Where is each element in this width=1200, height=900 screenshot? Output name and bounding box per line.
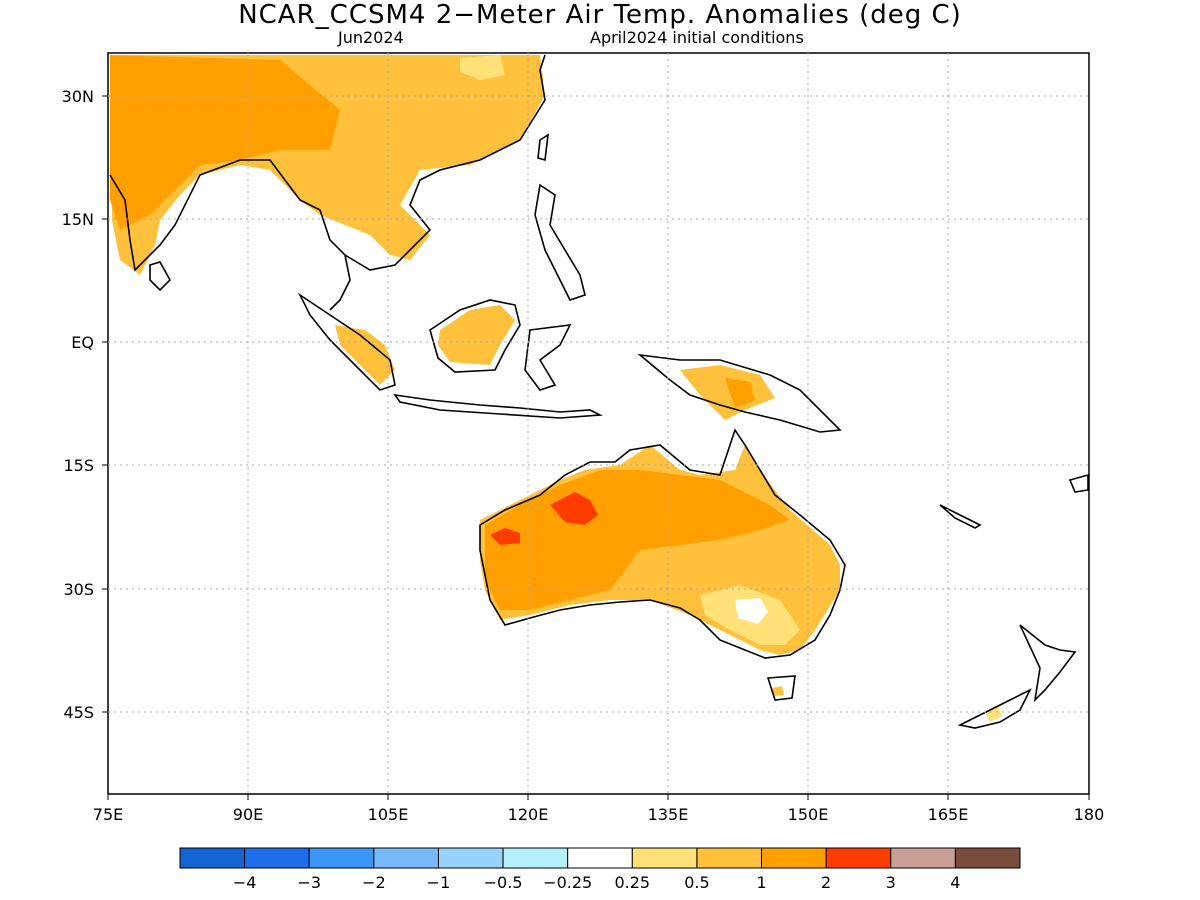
shade-australia-neutral bbox=[735, 598, 768, 624]
legend-swatch bbox=[890, 847, 956, 869]
shade-new-zealand bbox=[985, 706, 1002, 722]
lat-labels: 30N 15N EQ 15S 30S 45S bbox=[62, 87, 94, 722]
coast-australia bbox=[479, 428, 846, 659]
legend-label: −1 bbox=[427, 873, 451, 892]
lat-label: EQ bbox=[71, 333, 94, 352]
lat-label: 15N bbox=[62, 210, 94, 229]
coast-philippines bbox=[534, 183, 586, 301]
coast-nz-south bbox=[957, 688, 1032, 729]
coastlines bbox=[109, 54, 1089, 729]
initial-conditions: April2024 initial conditions bbox=[590, 28, 804, 47]
legend-label: −0.5 bbox=[484, 873, 523, 892]
coast-sulawesi bbox=[524, 324, 572, 391]
legend-label: 1 bbox=[756, 873, 766, 892]
coast-new-guinea bbox=[637, 353, 842, 433]
legend-swatch bbox=[179, 847, 246, 869]
lon-label: 90E bbox=[233, 805, 263, 824]
shade-australia-hot-2 bbox=[490, 528, 520, 545]
legend-swatch bbox=[373, 847, 439, 869]
lon-label: 135E bbox=[648, 805, 689, 824]
plot-frame bbox=[107, 52, 1090, 795]
shade-new-guinea bbox=[680, 365, 775, 420]
lon-label: 180 bbox=[1074, 805, 1105, 824]
shade-australia-hot-1 bbox=[550, 492, 598, 525]
legend-swatch bbox=[761, 847, 827, 869]
legend-swatch bbox=[696, 847, 763, 869]
forecast-month: Jun2024 bbox=[338, 28, 404, 47]
legend-label: 3 bbox=[886, 873, 896, 892]
legend-swatch bbox=[502, 847, 569, 869]
lat-label: 30N bbox=[62, 87, 94, 106]
legend-label: −0.25 bbox=[543, 873, 592, 892]
legend-label: 2 bbox=[821, 873, 831, 892]
coast-sumatra bbox=[297, 292, 396, 391]
lat-label: 15S bbox=[63, 456, 94, 475]
coast-sri-lanka bbox=[149, 261, 171, 292]
lon-label: 75E bbox=[93, 805, 123, 824]
legend-label: −4 bbox=[233, 873, 257, 892]
legend-label: 0.25 bbox=[614, 873, 650, 892]
legend-swatch bbox=[567, 847, 633, 869]
coast-java bbox=[393, 393, 603, 419]
shade-borneo bbox=[438, 305, 515, 365]
lon-label: 120E bbox=[508, 805, 549, 824]
lon-labels: 75E 90E 105E 120E 135E 150E 165E 180 bbox=[93, 805, 1105, 824]
legend-swatch bbox=[308, 847, 375, 869]
legend-swatch bbox=[954, 847, 1021, 869]
shade-new-guinea-2 bbox=[725, 378, 755, 408]
color-legend: −4 −3 −2 −1 −0.5 −0.25 0.25 0.5 1 2 3 4 bbox=[179, 847, 1021, 892]
shade-asia-3 bbox=[460, 55, 505, 80]
coast-fiji bbox=[1068, 473, 1089, 493]
shade-tasmania bbox=[772, 686, 784, 696]
map-title: NCAR_CCSM4 2−Meter Air Temp. Anomalies (… bbox=[238, 0, 962, 30]
gridlines bbox=[102, 53, 1090, 800]
lat-label: 45S bbox=[63, 703, 94, 722]
lon-label: 150E bbox=[788, 805, 829, 824]
legend-swatch bbox=[244, 847, 310, 869]
legend-label: 4 bbox=[950, 873, 960, 892]
coast-asia bbox=[109, 54, 546, 311]
coast-borneo bbox=[429, 299, 521, 373]
shade-sumatra bbox=[335, 325, 395, 385]
legend-swatch bbox=[825, 847, 892, 869]
anomaly-shading bbox=[110, 55, 1002, 722]
coast-nz-north bbox=[1019, 624, 1077, 703]
lat-label: 30S bbox=[63, 580, 94, 599]
lon-label: 165E bbox=[928, 805, 969, 824]
shade-asia-2 bbox=[110, 55, 340, 230]
legend-label: 0.5 bbox=[684, 873, 709, 892]
coast-tasmania bbox=[766, 675, 796, 701]
coast-taiwan bbox=[537, 133, 549, 162]
legend-swatch bbox=[437, 847, 504, 869]
legend-swatch bbox=[631, 847, 698, 869]
legend-label: −3 bbox=[297, 873, 321, 892]
coast-new-caledonia bbox=[939, 504, 982, 529]
lon-label: 105E bbox=[368, 805, 409, 824]
legend-label: −2 bbox=[362, 873, 386, 892]
